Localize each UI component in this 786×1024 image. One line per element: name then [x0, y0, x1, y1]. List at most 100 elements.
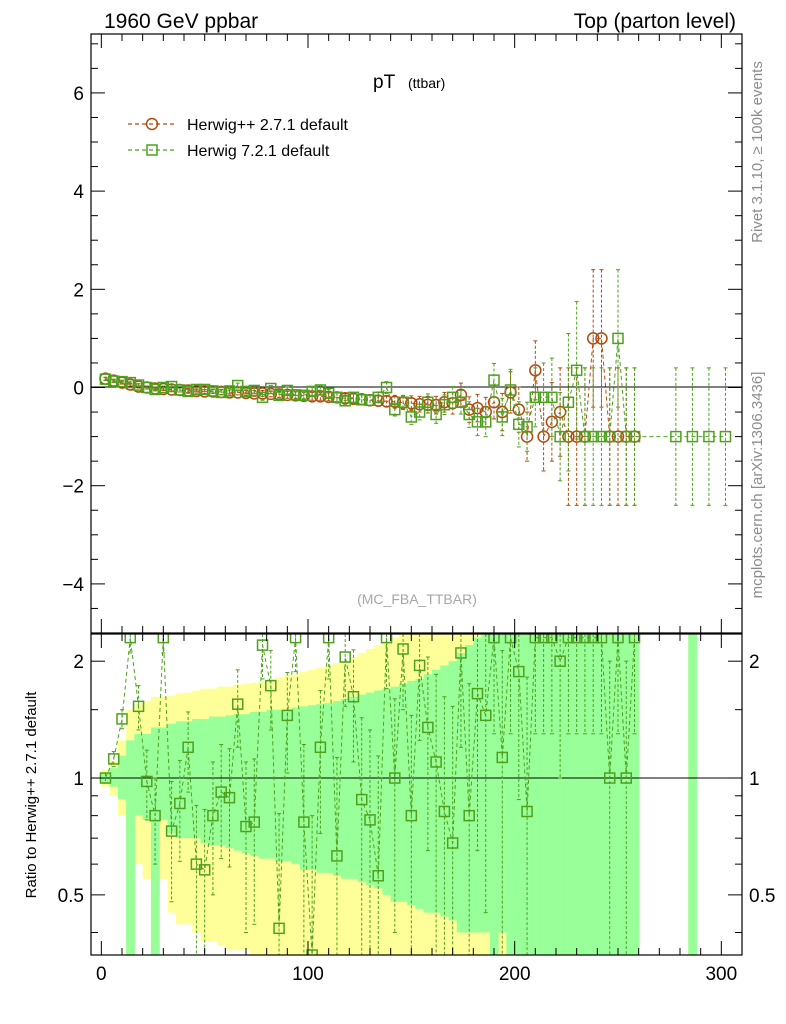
- inner-band-bar: [415, 678, 425, 909]
- inner-band-bar: [258, 711, 268, 859]
- data-point: [504, 384, 517, 396]
- data-point: [231, 379, 244, 392]
- data-point: [306, 949, 318, 955]
- data-point: [124, 376, 137, 389]
- data-point: [570, 430, 583, 443]
- data-point: [438, 805, 451, 818]
- x-tick-label: 200: [499, 964, 531, 985]
- data-point: [628, 634, 641, 644]
- data-point: [537, 430, 550, 443]
- inner-band-bar: [308, 705, 317, 870]
- data-point: [306, 385, 318, 398]
- data-point: [215, 386, 227, 399]
- data-point: [116, 375, 128, 388]
- data-point: [355, 793, 368, 806]
- data-point: [116, 713, 128, 725]
- inner-band-bar: [398, 683, 408, 902]
- data-point: [174, 384, 186, 396]
- main-y-tick-label: −4: [62, 575, 84, 596]
- data-point: [422, 396, 434, 408]
- data-point: [339, 651, 351, 663]
- inner-band-bar: [192, 718, 202, 839]
- inner-band-bar: [688, 634, 698, 955]
- data-point: [99, 373, 112, 385]
- main-panel: −4 −2 0 2 4 6 pT (ttbar) (MC_FBA_TTBAR) Herwi…: [62, 33, 743, 634]
- inner-band-bar: [481, 634, 491, 933]
- data-point: [422, 721, 434, 734]
- data-point: [314, 384, 327, 396]
- data-point: [331, 850, 343, 862]
- series-herwig7: [99, 269, 732, 506]
- data-point: [620, 430, 633, 443]
- data-point: [620, 772, 633, 784]
- data-point: [198, 383, 211, 396]
- data-point: [405, 396, 418, 410]
- inner-band-bar: [324, 703, 334, 873]
- inner-band-bar: [291, 707, 301, 865]
- inner-band-bar: [556, 634, 565, 955]
- data-point: [488, 634, 500, 644]
- data-point: [397, 396, 409, 408]
- data-point: [438, 398, 451, 411]
- legend-square-marker: [146, 144, 158, 156]
- data-point: [513, 418, 525, 431]
- data-point: [157, 381, 170, 394]
- legend-entry-herwig7: Herwig 7.2.1 default: [128, 143, 330, 160]
- data-point: [331, 391, 343, 404]
- data-point: [471, 416, 484, 428]
- data-point: [570, 634, 583, 644]
- data-point: [413, 406, 426, 418]
- legend-circle-marker: [145, 117, 159, 131]
- inner-band-bar: [365, 692, 375, 886]
- inner-band-bar: [489, 634, 499, 955]
- inner-band-bar: [200, 718, 210, 844]
- data-point: [570, 364, 583, 377]
- data-point: [587, 634, 599, 644]
- inner-band-bar: [547, 634, 557, 955]
- data-point: [322, 634, 335, 644]
- legend-label: Herwig++ 2.7.1 default: [187, 117, 349, 134]
- inner-band-bar: [448, 661, 458, 921]
- data-point: [595, 634, 608, 644]
- data-point: [256, 391, 269, 404]
- data-point: [430, 408, 442, 421]
- watermark-label: (MC_FBA_TTBAR): [357, 591, 477, 607]
- data-point: [380, 634, 393, 644]
- data-point: [388, 395, 402, 408]
- data-point: [149, 809, 161, 822]
- data-point: [372, 870, 385, 882]
- data-point: [603, 772, 616, 784]
- ratio-axis: 0.5 0.5 1 1 2 2 0 100 200 300: [58, 634, 775, 985]
- inner-band-bar: [622, 634, 631, 955]
- data-point: [389, 772, 401, 784]
- inner-band-bar: [605, 634, 615, 955]
- ratio-series-herwig7: [99, 634, 641, 955]
- data-point: [595, 430, 608, 443]
- data-point: [248, 384, 261, 397]
- data-point: [537, 634, 550, 644]
- data-point: [586, 332, 600, 345]
- data-point: [703, 430, 715, 443]
- inner-band-bar: [233, 714, 243, 851]
- data-point: [107, 375, 120, 387]
- main-y-tick-label: 6: [73, 84, 84, 105]
- data-point: [496, 411, 509, 423]
- data-point: [165, 380, 178, 393]
- data-point: [322, 387, 335, 400]
- side-label-rivet: Rivet 3.1.10, ≥ 100k events: [749, 61, 766, 243]
- data-point: [405, 809, 418, 822]
- data-point: [397, 643, 409, 655]
- ratio-plot-area: [91, 634, 742, 955]
- data-point: [207, 809, 219, 822]
- data-point: [380, 381, 393, 394]
- inner-band-bar: [382, 688, 392, 895]
- data-point: [289, 634, 302, 644]
- data-point: [132, 700, 145, 713]
- inner-band-bar: [374, 690, 383, 889]
- data-point: [595, 332, 608, 345]
- main-y-tick-label: 2: [73, 280, 84, 301]
- data-point: [521, 421, 533, 433]
- data-point: [455, 396, 467, 408]
- main-axis: −4 −2 0 2 4 6: [62, 34, 742, 634]
- inner-band-bar: [266, 709, 276, 859]
